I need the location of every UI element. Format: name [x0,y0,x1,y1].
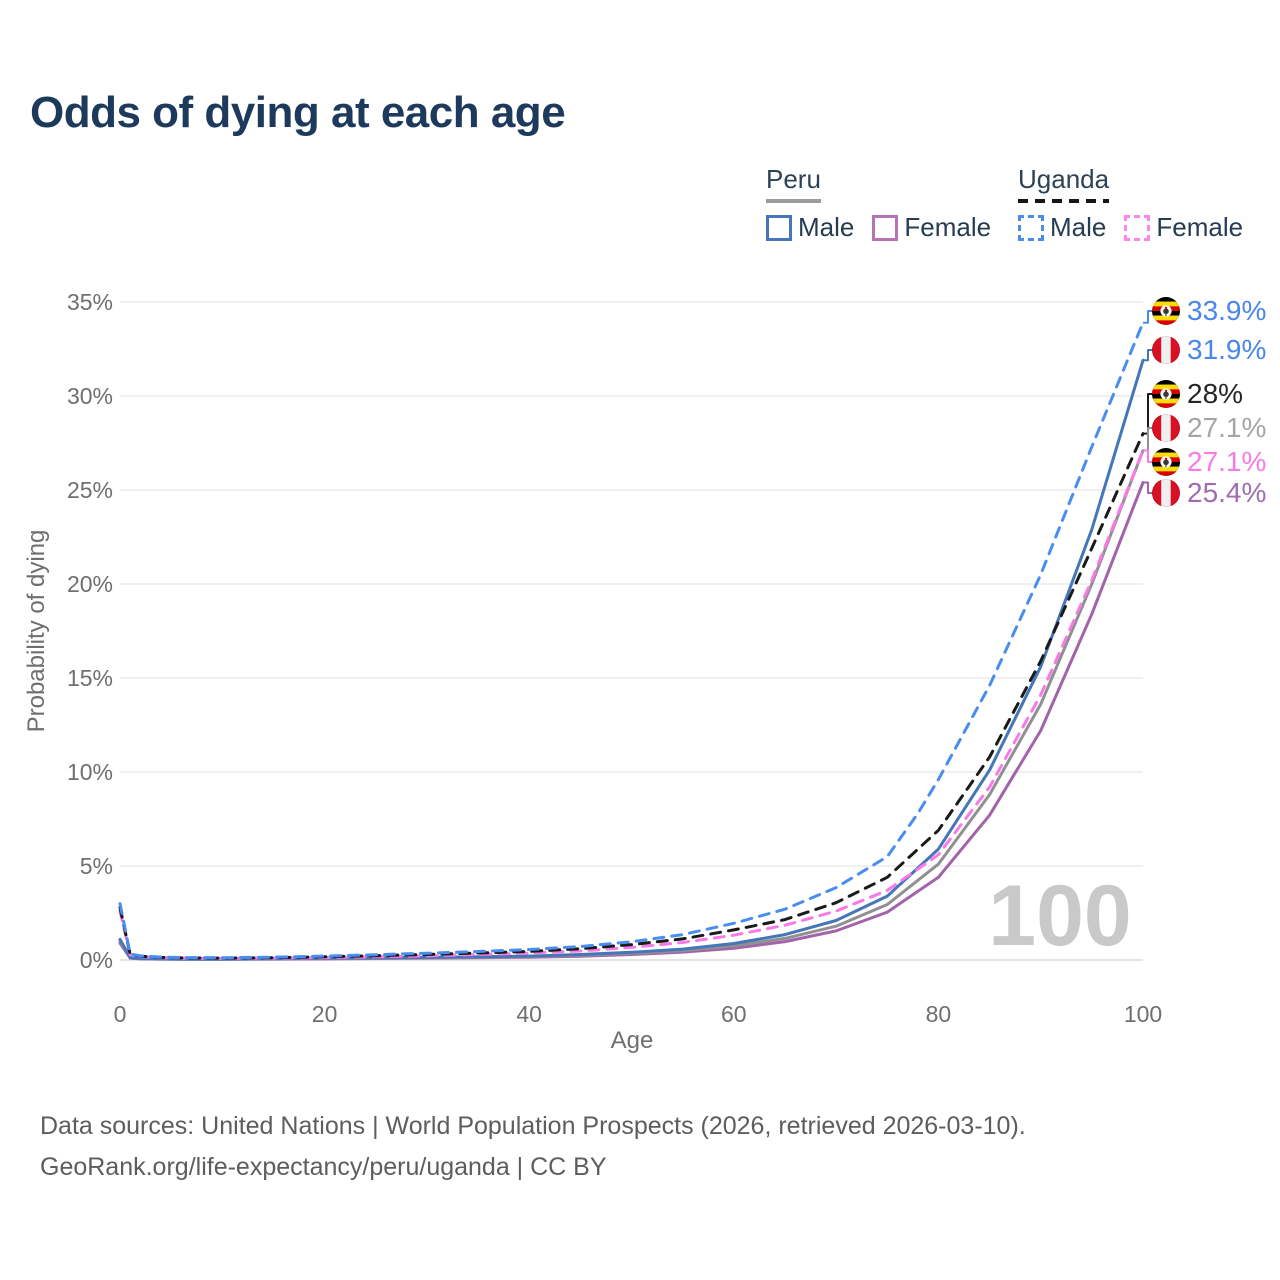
footer-data-sources: Data sources: United Nations | World Pop… [40,1112,1026,1140]
legend-item-peru-male[interactable]: Male [766,212,854,243]
y-tick-label-30: 30% [67,383,113,409]
y-tick-label-5: 5% [80,853,113,879]
end-label-value: 31.9% [1187,334,1267,365]
end-label-value: 28% [1187,378,1244,409]
x-tick-label-60: 60 [721,1001,747,1027]
x-tick-label-20: 20 [312,1001,338,1027]
legend-item-uganda-female[interactable]: Female [1124,212,1243,243]
legend-group-uganda: Uganda Male Female [1018,164,1243,243]
age-watermark: 100 [988,868,1132,964]
x-axis-title: Age [611,1027,654,1054]
end-label-peru-male: 31.9% [1152,334,1267,365]
label-leader-peru-female [1143,481,1153,494]
end-label-peru-female: 25.4% [1152,477,1267,508]
end-label-uganda-female: 27.1% [1152,446,1267,477]
end-label-value: 27.1% [1187,412,1267,443]
uganda-flag-icon [1152,380,1180,408]
legend-swatch-icon [1018,214,1044,241]
y-tick-label-20: 20% [67,571,113,597]
label-leader-uganda-female [1143,449,1153,463]
end-label-uganda-both-sexes: 28% [1152,378,1244,409]
label-leader-uganda-male [1143,310,1153,324]
legend-country-label: Peru [766,164,821,194]
y-tick-label-35: 35% [67,289,113,315]
x-tick-label-0: 0 [114,1001,127,1027]
x-tick-label-40: 40 [516,1001,542,1027]
x-tick-label-80: 80 [926,1001,952,1027]
legend-swatch-icon [1124,214,1151,241]
legend-dashed-line-swatch [1018,199,1110,203]
y-tick-label-0: 0% [80,947,113,973]
footer: Data sources: United Nations | World Pop… [40,1106,1026,1188]
x-tick-label-100: 100 [1124,1001,1162,1027]
legend-item-label: Male [1050,212,1107,242]
label-leader-uganda-both-sexes [1143,393,1153,435]
legend-group-peru: Peru Male Female [766,164,991,243]
legend-country-peru[interactable]: Peru [766,164,821,203]
end-label-value: 33.9% [1187,295,1267,326]
legend-item-label: Female [1156,212,1244,242]
legend-item-uganda-male[interactable]: Male [1018,212,1106,243]
end-label-value: 27.1% [1187,446,1267,477]
legend-country-label: Uganda [1018,164,1110,194]
y-tick-label-10: 10% [67,759,113,785]
legend-item-label: Male [798,212,855,242]
peru-flag-icon [1152,414,1180,442]
peru-flag-icon [1152,336,1180,364]
legend-swatch-icon [766,214,792,241]
end-label-value: 25.4% [1187,477,1267,508]
uganda-flag-icon [1152,448,1180,476]
y-tick-label-25: 25% [67,477,113,503]
legend-country-uganda[interactable]: Uganda [1018,164,1110,203]
peru-flag-icon [1152,479,1180,507]
series-line-uganda-male [118,321,1145,960]
legend-item-peru-female[interactable]: Female [872,212,991,243]
end-label-peru-both-sexes: 27.1% [1152,412,1267,443]
legend-swatch-icon [872,214,899,241]
y-axis-title: Probability of dying [23,530,50,733]
legend-item-label: Female [904,212,992,242]
label-leader-peru-male [1143,349,1153,362]
uganda-flag-icon [1152,297,1180,325]
page-title: Odds of dying at each age [30,88,566,137]
end-label-uganda-male: 33.9% [1152,295,1267,326]
y-tick-label-15: 15% [67,665,113,691]
legend-solid-line-swatch [766,199,821,203]
footer-attribution: GeoRank.org/life-expectancy/peru/uganda … [40,1153,607,1181]
